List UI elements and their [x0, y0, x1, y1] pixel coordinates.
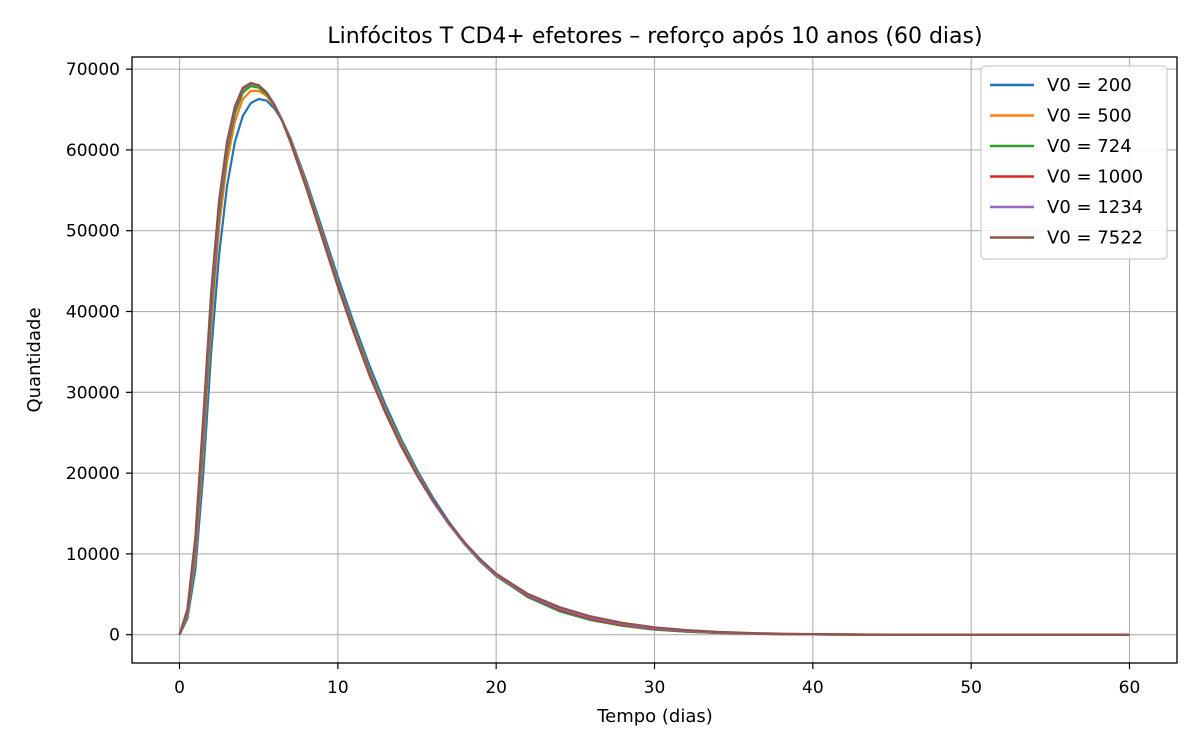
y-tick-label: 50000	[66, 222, 120, 242]
legend-box	[980, 65, 1168, 260]
legend-label: V0 = 724	[1047, 136, 1132, 157]
x-tick-label: 50	[960, 678, 982, 698]
y-tick-label: 20000	[66, 464, 120, 484]
legend-label: V0 = 1000	[1047, 167, 1143, 188]
legend-label: V0 = 1234	[1047, 197, 1143, 218]
y-tick-label: 70000	[66, 60, 120, 80]
x-tick-label: 40	[802, 678, 824, 698]
legend-label: V0 = 200	[1047, 75, 1132, 96]
chart-title: Linfócitos T CD4+ efetores – reforço apó…	[327, 24, 982, 49]
y-axis: 0 10000 20000 30000 40000 50000 60000 70000	[66, 60, 132, 646]
x-tick-label: 20	[485, 678, 507, 698]
x-tick-label: 30	[644, 678, 666, 698]
legend-label: V0 = 500	[1047, 106, 1132, 127]
y-tick-label: 30000	[66, 383, 120, 403]
x-tick-label: 0	[174, 678, 185, 698]
y-axis-label: Quantidade	[24, 307, 45, 412]
y-tick-label: 0	[109, 626, 120, 646]
x-tick-label: 10	[327, 678, 349, 698]
series-line-5	[178, 81, 1130, 636]
series-layer	[178, 81, 1130, 636]
y-tick-label: 10000	[66, 545, 120, 565]
legend: V0 = 200 V0 = 500 V0 = 724 V0 = 1000 V0 = 12…	[980, 65, 1168, 260]
legend-label: V0 = 7522	[1047, 228, 1143, 249]
y-tick-label: 40000	[66, 303, 120, 323]
y-tick-label: 60000	[66, 141, 120, 161]
x-axis: 0 10 20 30 40 50 60	[174, 663, 1140, 698]
x-axis-label: Tempo (dias)	[596, 706, 713, 727]
x-tick-label: 60	[1119, 678, 1141, 698]
